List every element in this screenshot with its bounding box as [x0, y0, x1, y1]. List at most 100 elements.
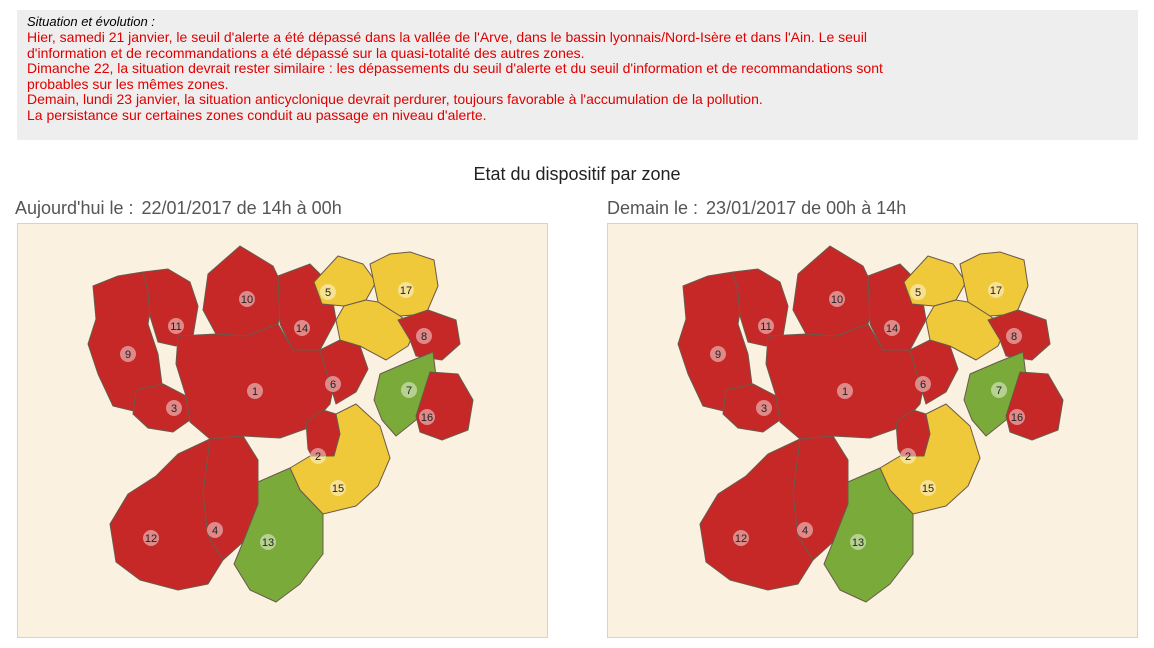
zone-8-marker	[1006, 328, 1022, 344]
zone-4-label: 4	[212, 525, 218, 537]
zone-4-marker	[207, 522, 223, 538]
zone-12-label: 12	[735, 533, 747, 545]
zone-6-label: 6	[330, 379, 336, 391]
zone-14-marker	[884, 320, 900, 336]
tomorrow-label-text: Demain le :	[607, 198, 699, 218]
zone-15-marker	[920, 480, 936, 496]
zone-7-label: 7	[406, 385, 412, 397]
zone-15-label: 15	[332, 483, 344, 495]
zone-7-label: 7	[996, 385, 1002, 397]
zone-5-label: 5	[915, 287, 921, 299]
zone-1-marker	[837, 383, 853, 399]
section-title: Etat du dispositif par zone	[473, 164, 681, 184]
zone-3-shape[interactable]	[132, 383, 191, 433]
zone-3-marker	[166, 400, 182, 416]
map-today: 9 11 10 14 3 1 6 5 17 8 7 16 2 15 4 12 13	[17, 223, 548, 638]
zone-14-label: 14	[886, 323, 898, 335]
situation-line: Dimanche 22, la situation devrait rester…	[27, 60, 883, 76]
zone-10-marker	[829, 291, 845, 307]
zone-16-shape[interactable]	[1005, 371, 1064, 441]
today-label-text: Aujourd'hui le :	[15, 198, 134, 218]
situation-line: Demain, lundi 23 janvier, la situation a…	[27, 91, 763, 107]
zone-15-label: 15	[922, 483, 934, 495]
zone-7-marker	[401, 382, 417, 398]
zone-13-marker	[260, 534, 276, 550]
zone-12-marker	[143, 530, 159, 546]
zone-10-shape[interactable]	[792, 245, 877, 337]
zone-12-shape[interactable]	[109, 438, 224, 591]
tomorrow-date: 23/01/2017 de 00h à 14h	[706, 198, 907, 218]
zone-10-label: 10	[241, 294, 253, 306]
zone-3-marker	[756, 400, 772, 416]
zone-6-marker	[325, 376, 341, 392]
tomorrow-label: Demain le : 23/01/2017 de 00h à 14h	[607, 198, 906, 219]
zone-8-shape[interactable]	[987, 309, 1051, 361]
situation-line: La persistance sur certaines zones condu…	[27, 106, 487, 123]
zone-14-label: 14	[296, 323, 308, 335]
situation-line: probables sur les mêmes zones.	[27, 75, 229, 92]
zone-8-marker	[416, 328, 432, 344]
zone-17-marker	[988, 282, 1004, 298]
zone-6-marker	[915, 376, 931, 392]
zone-5-shape[interactable]	[903, 255, 967, 307]
zone-4-label: 4	[802, 525, 808, 537]
zone-9-label: 9	[715, 349, 721, 361]
zone-11-label: 11	[170, 321, 181, 333]
zone-10-shape[interactable]	[202, 245, 287, 337]
zone-13-label: 13	[852, 537, 864, 549]
zone-3-shape[interactable]	[722, 383, 781, 433]
map-tomorrow: 9 11 10 14 3 1 6 5 17 8 7 16 2 15 4 12 13	[607, 223, 1138, 638]
zone-11-marker	[168, 318, 184, 334]
zone-y5b-shape[interactable]	[335, 299, 417, 361]
zone-17-label: 17	[400, 285, 412, 297]
zone-12-label: 12	[145, 533, 157, 545]
zone-16-marker	[1009, 409, 1025, 425]
zone-9-marker	[120, 346, 136, 362]
zone-9-marker	[710, 346, 726, 362]
zone-14-marker	[294, 320, 310, 336]
zone-17-label: 17	[990, 285, 1002, 297]
zone-10-label: 10	[831, 294, 843, 306]
zone-1-label: 1	[842, 386, 848, 398]
zone-13-shape[interactable]	[823, 467, 914, 603]
zone-y5b-shape[interactable]	[925, 299, 1007, 361]
zone-12-marker	[733, 530, 749, 546]
zone-9-label: 9	[125, 349, 131, 361]
zone-11-marker	[758, 318, 774, 334]
zone-2-marker	[310, 448, 326, 464]
zone-16-marker	[419, 409, 435, 425]
zone-7-marker	[991, 382, 1007, 398]
zone-17-marker	[398, 282, 414, 298]
zone-12-shape[interactable]	[699, 438, 814, 591]
zone-5-marker	[320, 284, 336, 300]
zone-5-shape[interactable]	[313, 255, 377, 307]
zone-8-label: 8	[1011, 331, 1017, 343]
zone-8-shape[interactable]	[397, 309, 461, 361]
zone-16-shape[interactable]	[415, 371, 474, 441]
zone-16-label: 16	[421, 412, 433, 424]
zone-5-marker	[910, 284, 926, 300]
zone-13-shape[interactable]	[233, 467, 324, 603]
zone-8-label: 8	[421, 331, 427, 343]
zone-6-label: 6	[920, 379, 926, 391]
zone-2-marker	[900, 448, 916, 464]
zone-10-marker	[239, 291, 255, 307]
situation-heading: Situation et évolution :	[27, 14, 155, 29]
zone-13-label: 13	[262, 537, 274, 549]
zone-2-label: 2	[315, 451, 321, 463]
situation-line: d'information et de recommandations a ét…	[27, 44, 585, 61]
zone-15-marker	[330, 480, 346, 496]
zone-3-label: 3	[171, 403, 177, 415]
zone-13-marker	[850, 534, 866, 550]
zone-16-label: 16	[1011, 412, 1023, 424]
zone-11-label: 11	[760, 321, 771, 333]
today-date: 22/01/2017 de 14h à 00h	[141, 198, 342, 218]
zone-1-label: 1	[252, 386, 258, 398]
zone-4-marker	[797, 522, 813, 538]
situation-box: Situation et évolution : Hier, samedi 21…	[17, 10, 1138, 140]
zone-3-label: 3	[761, 403, 767, 415]
zone-2-label: 2	[905, 451, 911, 463]
today-label: Aujourd'hui le : 22/01/2017 de 14h à 00h	[15, 198, 342, 219]
